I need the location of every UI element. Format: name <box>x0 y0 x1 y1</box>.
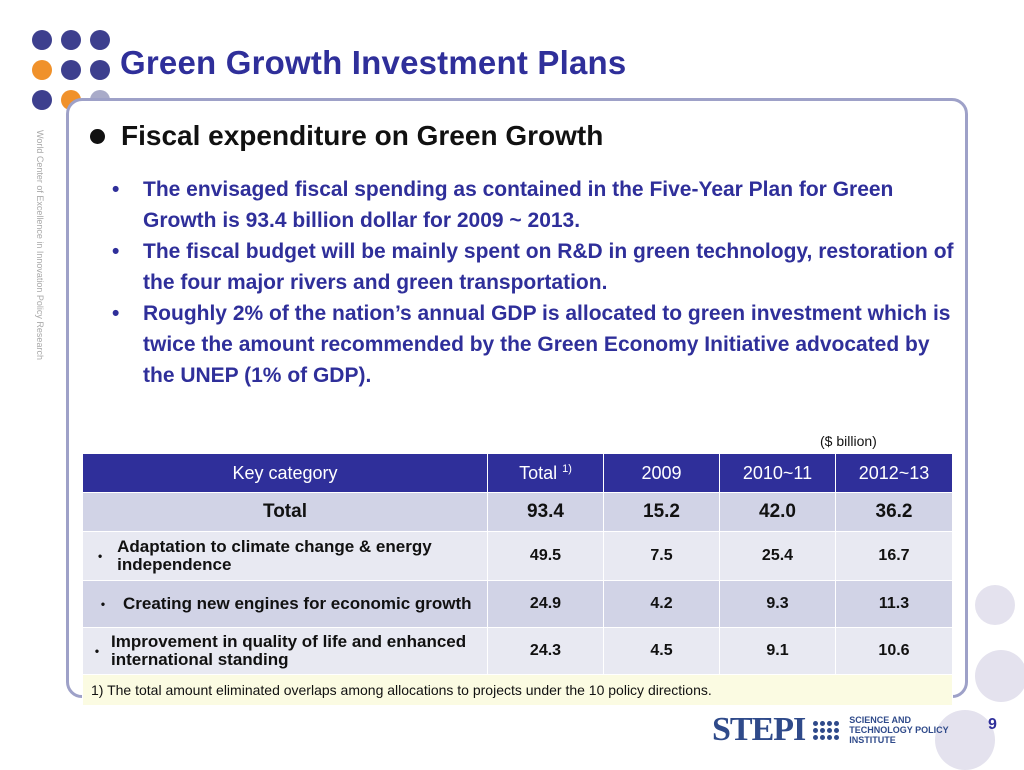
table-row-total: Total 93.4 15.2 42.0 36.2 <box>82 492 953 532</box>
bullet-dot-icon <box>90 128 105 144</box>
table-header-row: Key category Total 1) 2009 2010~11 2012~… <box>82 453 953 493</box>
logo-wordmark: STEPI <box>712 711 806 748</box>
cell-total: 93.4 <box>487 492 604 532</box>
decor-dot <box>32 60 52 80</box>
section-heading: Fiscal expenditure on Green Growth <box>90 120 603 152</box>
cell-2009: 4.2 <box>603 580 720 628</box>
cell-total: 24.9 <box>487 580 604 628</box>
bullet-text: The envisaged fiscal spending as contain… <box>143 178 894 232</box>
cell-2010-11: 9.3 <box>719 580 836 628</box>
bullet-icon: • <box>112 178 120 201</box>
cell-2009: 15.2 <box>603 492 720 532</box>
logo-tagline: SCIENCE AND TECHNOLOGY POLICY INSTITUTE <box>849 715 949 745</box>
header-total-label: Total <box>519 462 558 483</box>
decor-dot <box>90 30 110 50</box>
slide-title: Green Growth Investment Plans <box>120 44 627 81</box>
header-2009: 2009 <box>603 453 720 493</box>
header-total: Total 1) <box>487 453 604 493</box>
section-heading-text: Fiscal expenditure on Green Growth <box>121 120 604 151</box>
table-footnote: 1) The total amount eliminated overlaps … <box>82 674 953 706</box>
category-text: Adaptation to climate change & energy in… <box>117 537 432 574</box>
bullet-item: • Roughly 2% of the nation’s annual GDP i… <box>112 298 957 391</box>
decor-circle <box>935 710 995 770</box>
decor-dot <box>61 30 81 50</box>
cell-2012-13: 11.3 <box>835 580 953 628</box>
cell-category: • Creating new engines for economic growt… <box>82 580 488 628</box>
table-footnote-row: 1) The total amount eliminated overlaps … <box>82 674 953 706</box>
decor-circle <box>975 585 1015 625</box>
header-2012-13: 2012~13 <box>835 453 953 493</box>
logo-dots-icon <box>813 720 840 740</box>
header-key-category: Key category <box>82 453 488 493</box>
bullet-item: • The envisaged fiscal spending as contai… <box>112 174 957 236</box>
cell-2012-13: 36.2 <box>835 492 953 532</box>
cell-total: 49.5 <box>487 531 604 581</box>
table-row: • Adaptation to climate change & energy i… <box>82 531 953 581</box>
budget-table: Key category Total 1) 2009 2010~11 2012~… <box>82 453 953 706</box>
cell-2010-11: 9.1 <box>719 627 836 675</box>
decor-dot <box>32 30 52 50</box>
cell-category: • Improvement in quality of life and enha… <box>82 627 488 675</box>
bullet-list: • The envisaged fiscal spending as contai… <box>112 174 957 391</box>
unit-note: ($ billion) <box>820 433 877 449</box>
table-row: • Creating new engines for economic growt… <box>82 580 953 628</box>
bullet-icon: • <box>97 549 103 563</box>
decor-dot <box>32 90 52 110</box>
header-2010-11: 2010~11 <box>719 453 836 493</box>
bullet-icon: • <box>94 644 100 658</box>
header-total-footnote-mark: 1) <box>562 462 572 475</box>
vertical-tagline: World Center of Excellence in Innovation… <box>35 130 45 360</box>
bullet-icon: • <box>112 302 120 325</box>
page-number: 9 <box>988 716 997 733</box>
bullet-text: The fiscal budget will be mainly spent o… <box>143 240 954 294</box>
category-text: Creating new engines for economic growth <box>123 594 472 613</box>
cell-2012-13: 10.6 <box>835 627 953 675</box>
stepi-logo: STEPI SCIENCE AND TECHNOLOGY POLICY INST… <box>712 708 952 752</box>
decor-dot <box>90 60 110 80</box>
bullet-icon: • <box>100 597 106 611</box>
cell-2012-13: 16.7 <box>835 531 953 581</box>
table-row: • Improvement in quality of life and enha… <box>82 627 953 675</box>
cell-2010-11: 42.0 <box>719 492 836 532</box>
cell-2009: 4.5 <box>603 627 720 675</box>
cell-total-label: Total <box>82 492 488 532</box>
bullet-icon: • <box>112 240 120 263</box>
decor-circle <box>975 650 1024 702</box>
cell-2010-11: 25.4 <box>719 531 836 581</box>
cell-total: 24.3 <box>487 627 604 675</box>
cell-category: • Adaptation to climate change & energy i… <box>82 531 488 581</box>
bullet-item: • The fiscal budget will be mainly spent … <box>112 236 957 298</box>
cell-2009: 7.5 <box>603 531 720 581</box>
decor-dot <box>61 60 81 80</box>
category-text: Improvement in quality of life and enhan… <box>110 632 467 669</box>
bullet-text: Roughly 2% of the nation’s annual GDP is… <box>143 302 951 387</box>
